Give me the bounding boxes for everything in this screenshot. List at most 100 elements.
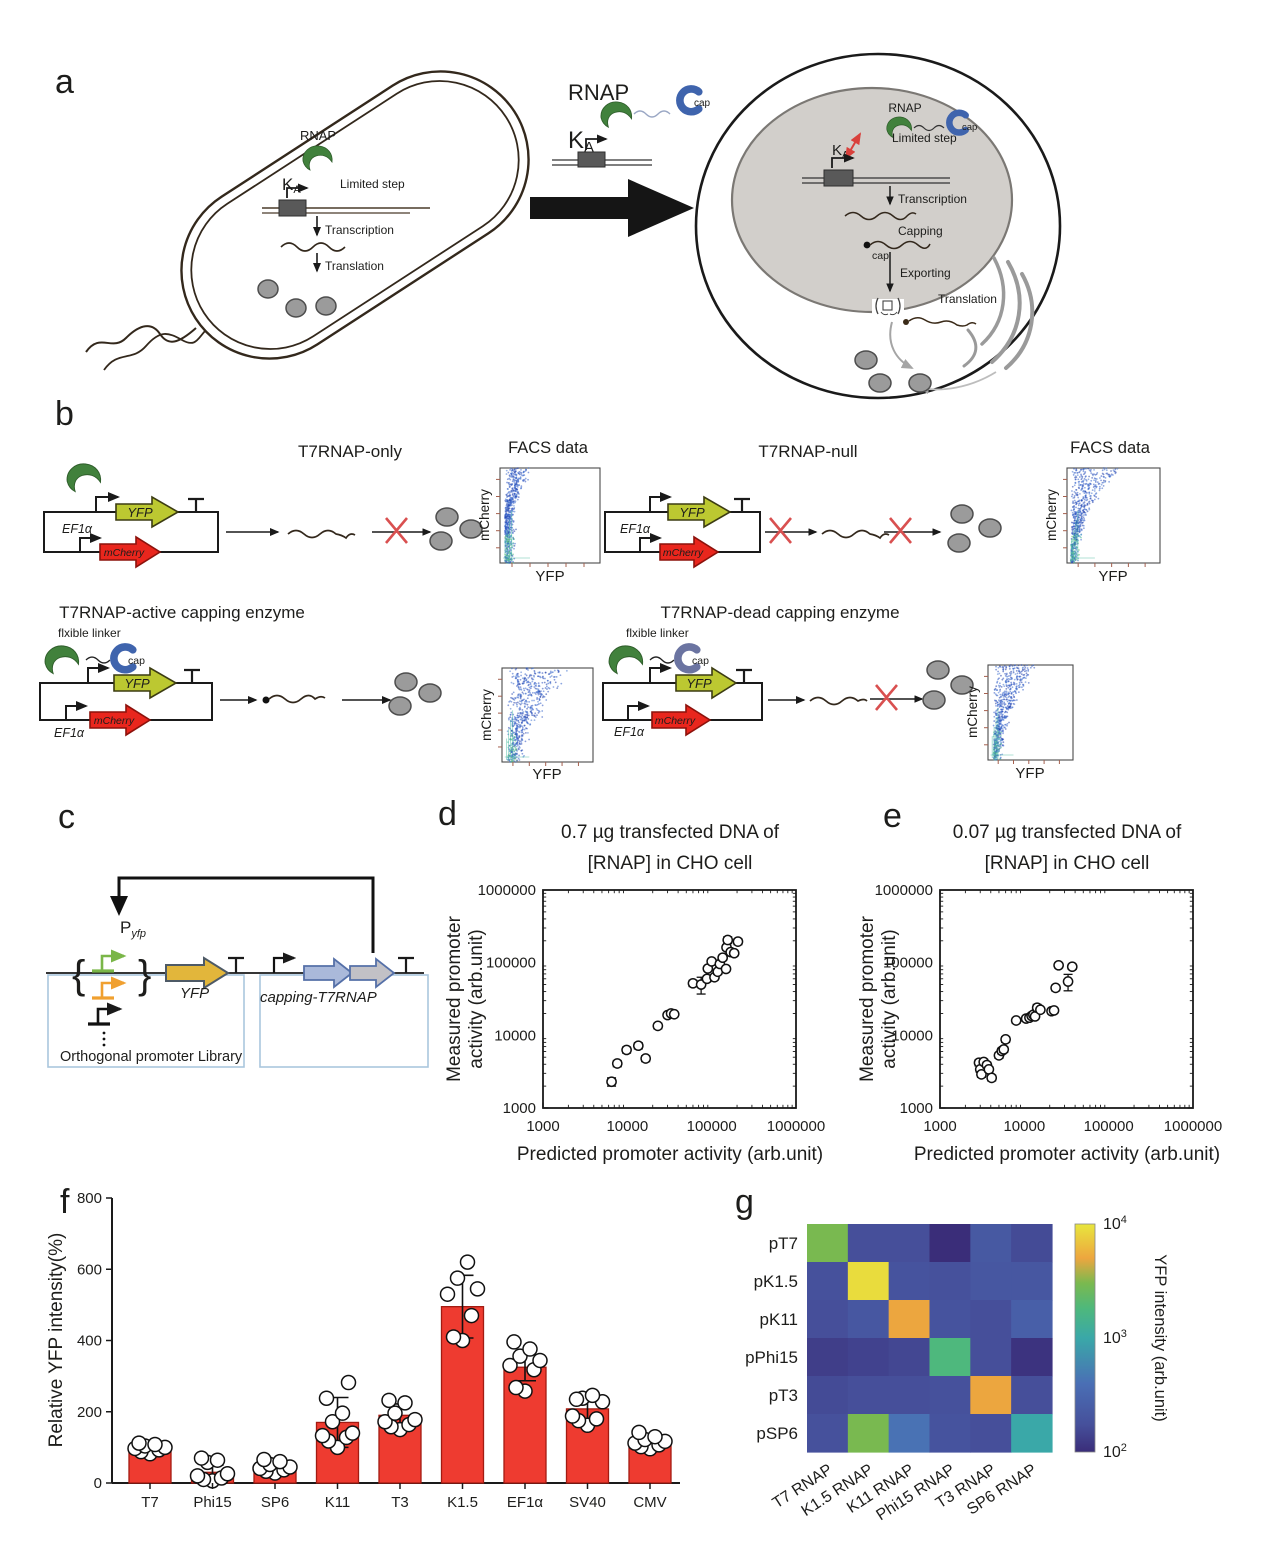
terminator-icon: [188, 497, 204, 512]
facs-dot: [1075, 469, 1078, 472]
facs-dot: [535, 693, 537, 695]
facs-dot: [538, 703, 540, 705]
facs-dot: [509, 468, 511, 471]
bracket-open: {: [72, 953, 85, 997]
facs-dot: [508, 493, 511, 495]
ef1a-label: EF1α: [54, 726, 85, 740]
x-category-label: SV40: [569, 1494, 606, 1511]
facs-dot: [993, 715, 996, 718]
facs-dot: [513, 720, 516, 723]
facs-dot: [999, 695, 1002, 698]
facs-dot: [528, 674, 531, 677]
facs-dot: [1032, 664, 1035, 667]
facs-dot: [507, 717, 510, 720]
facs-dot: [1000, 685, 1003, 688]
facs-dot: [505, 534, 507, 537]
x-tick-label: 1000: [526, 1118, 559, 1135]
facs-dot: [1018, 686, 1020, 689]
facs-dot: [1090, 468, 1092, 471]
mrna-icon: [844, 211, 917, 221]
facs-dot: [1026, 673, 1029, 676]
facs-dot: [512, 553, 515, 556]
panel-f-bar-chart: f 0 200 400 600 800 Relative YFP intensity(%) T…: [46, 1183, 680, 1511]
scatter-point: [621, 1044, 632, 1056]
facs-dot: [537, 685, 540, 688]
facs-dot: [1080, 504, 1082, 507]
facs-dot: [1015, 699, 1018, 701]
facs-dot: [998, 732, 1001, 735]
ka-label: KA: [568, 127, 594, 156]
facs-dot: [520, 487, 522, 490]
facs-dot: [1014, 664, 1017, 667]
facs-dot: [516, 723, 518, 725]
facs-dot: [998, 686, 1001, 688]
facs-dot: [1088, 491, 1091, 494]
facs-dot: [1078, 487, 1081, 490]
facs-dot: [995, 714, 998, 717]
heatmap-cell: [929, 1338, 971, 1377]
facs-dot: [504, 507, 507, 509]
facs-dot: [1082, 468, 1085, 471]
terminator-icon: [734, 497, 750, 512]
facs-dot: [509, 760, 511, 763]
facs-dot: [510, 711, 513, 714]
facs-dot: [530, 685, 533, 688]
x-tick-label: 100000: [687, 1118, 737, 1135]
feedback-wire: [117, 876, 375, 953]
heatmap-cell: [929, 1262, 971, 1301]
facs-dot: [1012, 671, 1015, 674]
facs-dot: [515, 735, 518, 738]
facs-dot: [516, 498, 519, 501]
facs-dot: [524, 468, 527, 471]
scatter-point: [1050, 982, 1061, 994]
facs-dot: [510, 502, 513, 504]
facs-dot: [506, 478, 509, 481]
facs-dot: [998, 725, 1000, 728]
facs-dot: [1101, 469, 1104, 472]
data-point: [272, 1453, 288, 1470]
facs-dot: [1072, 474, 1075, 476]
facs-dot: [509, 513, 512, 516]
facs-dot: [1087, 467, 1090, 470]
facs-dot: [1003, 711, 1006, 714]
facs-dot: [1010, 664, 1012, 666]
facs-dot: [1078, 502, 1081, 505]
facs-dot: [510, 681, 513, 684]
facs-dot: [524, 710, 527, 713]
facs-dot: [1004, 723, 1007, 726]
promoter-arrow-icon: [272, 952, 297, 973]
protein-icon: [394, 672, 418, 692]
facs-dot: [1105, 472, 1108, 475]
facs-dot: [523, 728, 526, 731]
facs-dot: [1077, 549, 1080, 551]
data-point: [508, 1379, 524, 1396]
facs-dot: [1005, 707, 1008, 710]
facs-dot: [530, 674, 533, 677]
facs-dot: [528, 675, 531, 678]
facs-dot: [1084, 490, 1087, 493]
data-point: [506, 1334, 522, 1350]
facs-dot: [511, 676, 514, 678]
facs-dot: [1080, 538, 1082, 541]
facs-dot: [1083, 492, 1086, 495]
facs-dot: [1018, 681, 1021, 684]
facs-dot: [1010, 684, 1012, 687]
facs-dot: [1010, 676, 1012, 679]
facs-dot: [1006, 700, 1009, 703]
data-point: [334, 1405, 351, 1421]
facs-dot: [1079, 525, 1082, 527]
facs-dot: [523, 689, 526, 692]
facs-dot: [524, 692, 527, 695]
capping-t7rnap-label: capping-T7RNAP: [260, 989, 377, 1006]
facs-dot: [1001, 716, 1004, 719]
data-point: [445, 1329, 462, 1345]
construct-title: T7RNAP-dead capping enzyme: [660, 603, 899, 622]
facs-scatter: [496, 467, 585, 567]
facs-dot: [537, 682, 540, 685]
facs-dot: [546, 679, 549, 682]
facs-dot: [520, 702, 523, 705]
facs-dot: [1091, 501, 1094, 504]
facs-dot: [517, 720, 520, 722]
yfp-label: YFP: [679, 505, 705, 520]
facs-dot: [1096, 472, 1099, 474]
